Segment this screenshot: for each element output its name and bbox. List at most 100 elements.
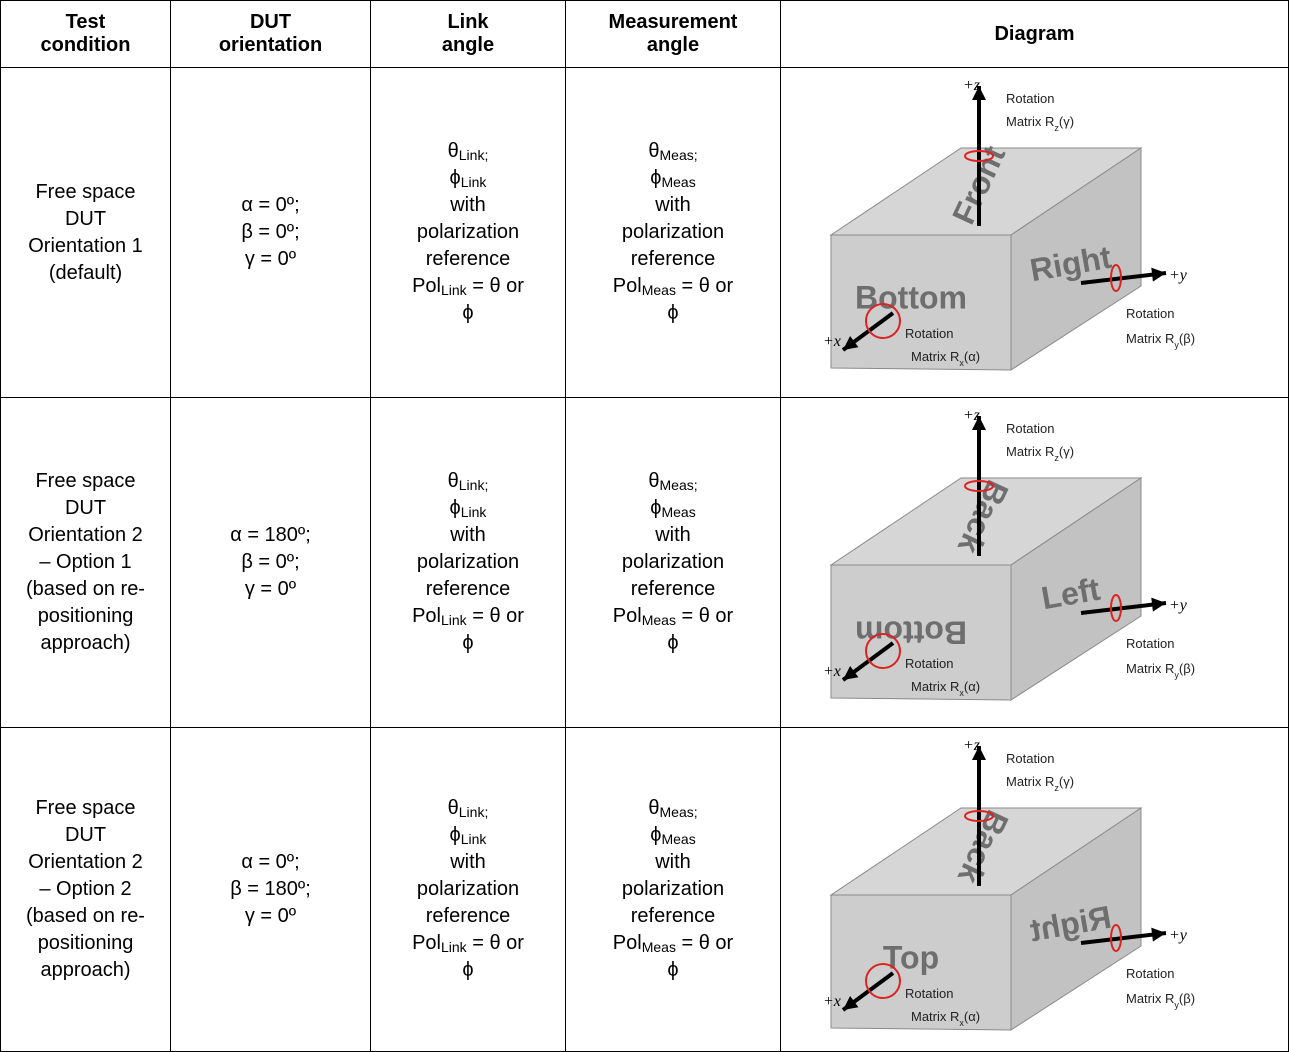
rotation-label: Matrix Rx(α) <box>911 349 980 368</box>
text: polarization <box>621 551 725 573</box>
text-line: θLink; <box>448 795 489 822</box>
rotation-label: Rotation <box>1006 91 1054 106</box>
text-line: PolLink = θ or <box>412 603 524 630</box>
text: = θ or <box>466 932 524 954</box>
text: with <box>655 194 691 216</box>
table-cell: Back Right Top +z Rotation Matrix Rz(γ) +y Rota… <box>781 728 1289 1052</box>
text-line: ϕ <box>462 630 473 657</box>
text-line: positioning <box>37 932 134 954</box>
text: ϕ <box>667 959 679 981</box>
table-cell: θMeas; ϕMeas with polarization reference PolM… <box>566 728 781 1052</box>
rotation-label: Matrix Ry(β) <box>1126 661 1195 680</box>
arrow-head <box>972 746 986 760</box>
subscript: Link <box>440 939 467 955</box>
text: Pol <box>412 275 441 297</box>
arrow-head <box>972 416 986 430</box>
face-label: Bottom <box>855 615 967 651</box>
rotation-arrow <box>964 480 994 492</box>
text-line: reference <box>426 576 511 603</box>
header-text: condition <box>40 34 131 56</box>
axis-arrow <box>1080 601 1167 615</box>
subscript: x <box>959 1018 964 1028</box>
text: reference <box>630 248 716 270</box>
header-text: angle <box>441 34 495 56</box>
text: (α) <box>964 1009 980 1024</box>
subscript: Meas <box>641 612 676 628</box>
subscript: y <box>1174 1000 1179 1010</box>
text: = θ or <box>675 605 734 627</box>
axis-label: +y <box>1169 597 1188 614</box>
text-line: polarization <box>417 876 519 903</box>
rotation-label: Rotation <box>1006 751 1054 766</box>
text-line: PolMeas = θ or <box>613 603 733 630</box>
rotation-label: Rotation <box>1126 636 1174 651</box>
subscript: Meas; <box>659 147 698 163</box>
text-line: polarization <box>417 219 519 246</box>
text: ϕ <box>449 497 461 519</box>
text: with <box>655 524 691 546</box>
rotation-arrow <box>1110 264 1122 292</box>
rotation-label: Rotation <box>1006 421 1054 436</box>
text-line: ϕLink <box>450 495 487 522</box>
text-line: polarization <box>417 549 519 576</box>
text-line: θLink; <box>448 468 489 495</box>
text-line: DUT <box>64 497 107 519</box>
box-side <box>1010 477 1142 701</box>
text: ϕ <box>667 632 679 654</box>
rotation-label: Matrix Ry(β) <box>1126 991 1195 1010</box>
text-line: reference <box>631 576 716 603</box>
text: (α) <box>964 679 980 694</box>
face-label: Bottom <box>855 279 967 315</box>
text-line: with <box>450 192 486 219</box>
header-text: Test <box>65 11 106 33</box>
text: Pol <box>612 275 642 297</box>
axis-arrow <box>1080 931 1167 945</box>
text-line: positioning <box>37 605 134 627</box>
text-line: ϕLink <box>450 822 487 849</box>
arrow-head <box>1151 267 1166 282</box>
text: Rotation <box>1126 306 1174 321</box>
subscript: Meas; <box>659 477 698 493</box>
text: Rotation <box>905 656 953 671</box>
text-line: θMeas; <box>648 468 697 495</box>
subscript: z <box>1054 123 1059 133</box>
text: polarization <box>621 221 725 243</box>
rotation-label: Rotation <box>905 326 953 341</box>
text: Matrix R <box>1006 444 1054 459</box>
header-text: DUT <box>249 11 292 33</box>
text: polarization <box>621 878 725 900</box>
text-line: PolMeas = θ or <box>613 930 733 957</box>
text-line: ϕ <box>462 957 473 984</box>
subscript: x <box>959 358 964 368</box>
subscript: z <box>1054 783 1059 793</box>
rotation-label: Matrix Rz(γ) <box>1006 444 1074 463</box>
text: θ <box>447 470 459 492</box>
text: with <box>450 194 486 216</box>
subscript: Meas <box>641 939 676 955</box>
text-line: approach) <box>40 632 131 654</box>
text-line: with <box>655 192 691 219</box>
arrow-head <box>972 86 986 100</box>
text-line: γ = 0º <box>244 905 297 927</box>
text-line: θMeas; <box>648 138 697 165</box>
text: Matrix R <box>1126 331 1174 346</box>
header-text: Diagram <box>994 22 1075 45</box>
subscript: Link; <box>458 477 489 493</box>
text-line: PolMeas = θ or <box>613 273 733 300</box>
rotation-label: Matrix Ry(β) <box>1126 331 1195 350</box>
subscript: Meas; <box>659 804 698 820</box>
text: (γ) <box>1059 774 1074 789</box>
text: Matrix R <box>911 349 959 364</box>
text: (β) <box>1179 991 1195 1006</box>
rotation-label: Matrix Rz(γ) <box>1006 774 1074 793</box>
axis-label: +x <box>823 333 841 350</box>
text-line: polarization <box>622 549 724 576</box>
text: with <box>450 524 486 546</box>
text-line: (default) <box>48 261 123 284</box>
table-cell: θLink; ϕLink with polarization reference PolL… <box>371 728 566 1052</box>
subscript: Link <box>460 174 487 190</box>
text-line: with <box>655 522 691 549</box>
